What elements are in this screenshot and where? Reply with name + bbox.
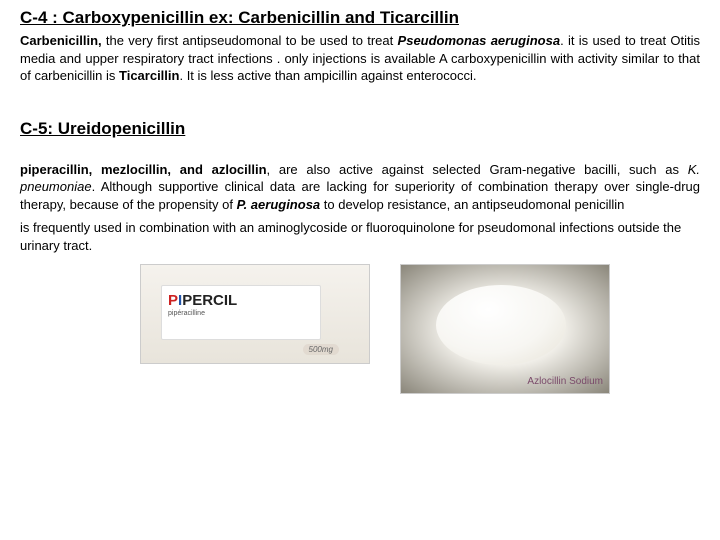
carbenicillin-term: Carbenicillin, [20,33,102,48]
pseudomonas-term: Pseudomonas aeruginosa [398,33,561,48]
azlocillin-label: Azlocillin Sodium [527,376,603,387]
powder-icon [436,285,566,365]
section-c4-heading: C-4 : Carboxypenicillin ex: Carbenicilli… [20,8,700,28]
spacer [20,91,700,119]
section-c5-paragraph-2: is frequently used in combination with a… [20,219,700,254]
brand-rest: PERCIL [182,292,237,309]
images-row: PIPERCIL pipéracilline 500mg Azlocillin … [20,264,700,394]
text-run: the very first antipseudomonal to be use… [102,33,398,48]
drug-list-term: piperacillin, mezlocillin, and azlocilli… [20,162,267,177]
pipercil-box: PIPERCIL pipéracilline [161,285,321,340]
p-aeruginosa-term: P. aeruginosa [237,197,321,212]
brand-letter-p: P [168,292,178,309]
text-run: , are also active against selected Gram-… [267,162,688,177]
text-run: to develop resistance, an antipseudomona… [320,197,624,212]
pipercil-dose: 500mg [303,344,339,355]
ticarcillin-term: Ticarcillin [119,68,179,83]
section-c4-paragraph: Carbenicillin, the very first antipseudo… [20,32,700,85]
section-c5-paragraph-1: piperacillin, mezlocillin, and azlocilli… [20,161,700,214]
text-run: is frequently used in combination with a… [20,220,681,253]
azlocillin-image: Azlocillin Sodium [400,264,610,394]
pipercil-subtitle: pipéracilline [168,310,314,317]
pipercil-image: PIPERCIL pipéracilline 500mg [140,264,370,364]
spacer [20,143,700,161]
text-run: . It is less active than ampicillin agai… [179,68,476,83]
pipercil-brand: PIPERCIL [168,292,314,309]
section-c5-heading: C-5: Ureidopenicillin [20,119,700,139]
